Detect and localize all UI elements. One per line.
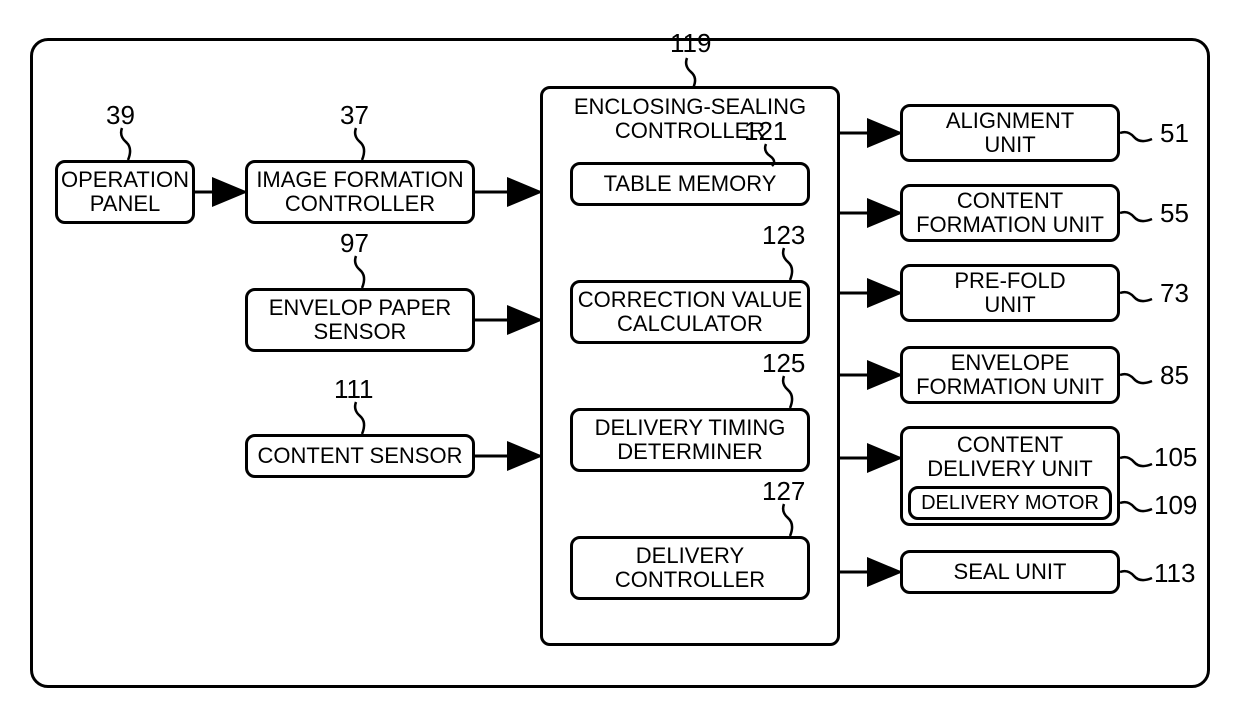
envelop-paper-sensor: ENVELOP PAPER SENSOR	[245, 288, 475, 352]
ref-97: 97	[340, 228, 369, 259]
delivery-timing-determiner: DELIVERY TIMING DETERMINER	[570, 408, 810, 472]
ref-125: 125	[762, 348, 805, 379]
pre-fold-unit: PRE-FOLD UNIT	[900, 264, 1120, 322]
ref-109: 109	[1154, 490, 1197, 521]
envelope-formation-unit: ENVELOPE FORMATION UNIT	[900, 346, 1120, 404]
ref-123: 123	[762, 220, 805, 251]
ref-111: 111	[334, 374, 374, 405]
seal-unit: SEAL UNIT	[900, 550, 1120, 594]
ref-39: 39	[106, 100, 135, 131]
delivery-motor: DELIVERY MOTOR	[908, 486, 1112, 520]
image-formation-controller: IMAGE FORMATION CONTROLLER	[245, 160, 475, 224]
content-sensor: CONTENT SENSOR	[245, 434, 475, 478]
operation-panel: OPERATION PANEL	[55, 160, 195, 224]
ref-85: 85	[1160, 360, 1189, 391]
ref-55: 55	[1160, 198, 1189, 229]
table-memory: TABLE MEMORY	[570, 162, 810, 206]
ref-51: 51	[1160, 118, 1189, 149]
correction-value-calculator: CORRECTION VALUE CALCULATOR	[570, 280, 810, 344]
ref-105: 105	[1154, 442, 1197, 473]
ref-121: 121	[744, 116, 787, 147]
delivery-controller: DELIVERY CONTROLLER	[570, 536, 810, 600]
ref-73: 73	[1160, 278, 1189, 309]
ref-37: 37	[340, 100, 369, 131]
content-formation-unit: CONTENT FORMATION UNIT	[900, 184, 1120, 242]
ref-113: 113	[1154, 558, 1195, 589]
ref-127: 127	[762, 476, 805, 507]
ref-119: 119	[670, 28, 711, 59]
content-delivery-unit-label: CONTENT DELIVERY UNIT	[927, 433, 1092, 481]
controller-title: ENCLOSING-SEALING CONTROLLER	[543, 95, 837, 143]
alignment-unit: ALIGNMENT UNIT	[900, 104, 1120, 162]
